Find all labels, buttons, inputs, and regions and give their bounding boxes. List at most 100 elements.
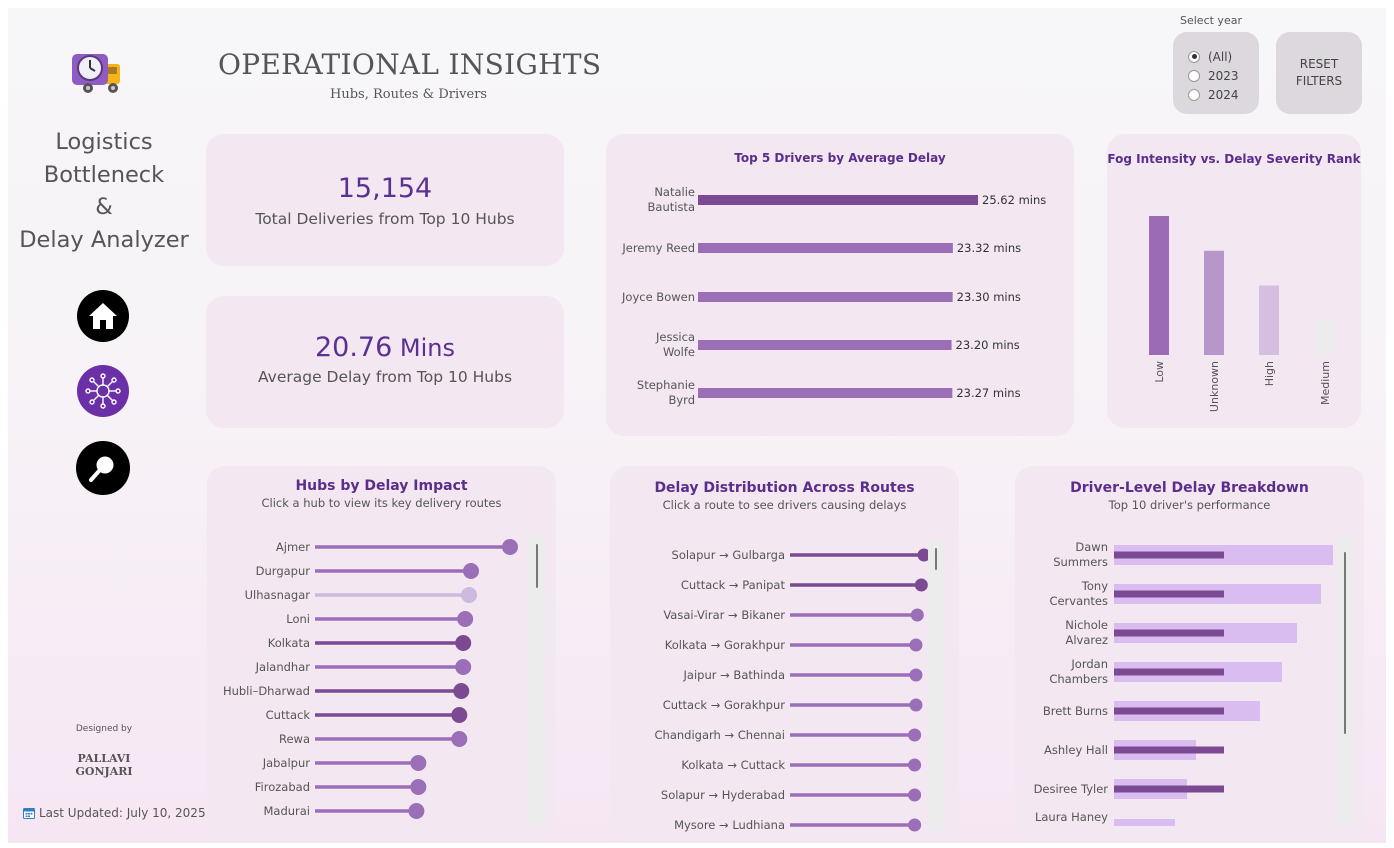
- hub-dot[interactable]: [463, 563, 479, 579]
- driver-value-label: 23.30 mins: [957, 290, 1021, 304]
- route-label[interactable]: Solapur → Gulbarga: [610, 548, 785, 563]
- app-title-line: &: [95, 194, 113, 220]
- driver-label-text: Wolfe: [662, 345, 695, 359]
- driver-breakdown-bar-reference[interactable]: [1114, 707, 1224, 715]
- driver-breakdown-scroll-thumb[interactable]: [1344, 552, 1346, 734]
- year-option-label: 2024: [1208, 87, 1239, 102]
- route-dot[interactable]: [908, 818, 922, 832]
- nav-home-button[interactable]: [77, 290, 129, 342]
- driver-breakdown-bar-total[interactable]: [1114, 819, 1175, 826]
- fog-category-label: Unknown: [1208, 361, 1221, 412]
- driver-breakdown-bar-reference[interactable]: [1114, 785, 1224, 793]
- route-label[interactable]: Kolkata → Gorakhpur: [610, 638, 785, 653]
- hubs-scroll-thumb[interactable]: [536, 544, 538, 588]
- fog-bar[interactable]: [1204, 250, 1224, 355]
- app-title: Logistics Bottleneck & Delay Analyzer: [8, 126, 200, 256]
- hub-dot[interactable]: [451, 731, 468, 747]
- hub-label[interactable]: Cuttack: [207, 708, 310, 723]
- driver-breakdown-bar-reference[interactable]: [1114, 668, 1224, 676]
- route-label[interactable]: Mysore → Ludhiana: [610, 818, 785, 833]
- hub-label[interactable]: Ulhasnagar: [207, 588, 310, 603]
- hub-label-text: Loni: [286, 611, 310, 626]
- top-drivers-title: Top 5 Drivers by Average Delay: [734, 151, 946, 165]
- driver-bar[interactable]: [698, 292, 953, 302]
- route-label[interactable]: Cuttack → Gorakhpur: [610, 698, 785, 713]
- hubs-title: Hubs by Delay Impact: [295, 478, 468, 494]
- driver-value-label: 23.27 mins: [956, 386, 1020, 400]
- hub-dot[interactable]: [408, 803, 425, 819]
- hub-label[interactable]: Rewa: [207, 732, 310, 747]
- year-option-2024[interactable]: 2024: [1188, 85, 1259, 104]
- hub-dot[interactable]: [410, 779, 427, 795]
- route-dot[interactable]: [914, 578, 928, 592]
- hub-label[interactable]: Kolkata: [207, 636, 310, 651]
- nav-search-button[interactable]: [76, 441, 130, 495]
- route-dot[interactable]: [909, 638, 923, 652]
- radio[interactable]: [1188, 88, 1200, 101]
- driver-bar[interactable]: [698, 195, 978, 205]
- year-option-all[interactable]: (All): [1188, 47, 1259, 66]
- routes-scroll-thumb[interactable]: [935, 548, 937, 570]
- hub-label[interactable]: Madurai: [207, 804, 310, 819]
- hub-dot[interactable]: [410, 755, 427, 771]
- hub-dot[interactable]: [502, 539, 518, 555]
- route-dot[interactable]: [917, 548, 931, 562]
- routes-card: Delay Distribution Across Routes Click a…: [610, 466, 959, 843]
- hubs-scrollbar[interactable]: [529, 536, 545, 826]
- fog-bar[interactable]: [1315, 320, 1335, 355]
- driver-breakdown-scrollbar[interactable]: [1337, 536, 1353, 826]
- route-label[interactable]: Chandigarh → Chennai: [610, 728, 785, 743]
- fog-bar[interactable]: [1149, 216, 1169, 355]
- network-icon: [85, 373, 121, 409]
- route-label[interactable]: Solapur → Hyderabad: [610, 788, 785, 803]
- route-dot[interactable]: [908, 728, 922, 742]
- radio[interactable]: [1188, 69, 1200, 82]
- year-option-label: (All): [1208, 49, 1233, 64]
- route-label[interactable]: Vasai-Virar → Bikaner: [610, 608, 785, 623]
- routes-scrollbar[interactable]: [928, 540, 944, 830]
- hubs-chart: [315, 539, 518, 819]
- hub-label[interactable]: Ajmer: [207, 540, 310, 555]
- route-dot[interactable]: [908, 758, 922, 772]
- hub-label[interactable]: Hubli–Dharwad: [207, 684, 310, 699]
- driver-bar[interactable]: [698, 388, 953, 398]
- hub-label-text: Jalandhar: [255, 659, 310, 674]
- driver-breakdown-bar-reference[interactable]: [1114, 590, 1224, 598]
- hub-label[interactable]: Durgapur: [207, 564, 310, 579]
- driver-breakdown-bar-reference[interactable]: [1114, 551, 1224, 559]
- driver-bar[interactable]: [698, 340, 952, 350]
- driver-breakdown-bar-reference[interactable]: [1114, 629, 1224, 637]
- hub-dot[interactable]: [455, 635, 472, 651]
- routes-chart: [790, 548, 931, 832]
- hub-dot[interactable]: [451, 707, 468, 723]
- radio-selected[interactable]: [1188, 50, 1200, 63]
- route-dot[interactable]: [909, 668, 923, 682]
- search-icon: [89, 456, 114, 482]
- hub-label[interactable]: Firozabad: [207, 780, 310, 795]
- route-label-text: Cuttack → Panipat: [680, 577, 785, 592]
- reset-filters-button[interactable]: RESET FILTERS: [1276, 32, 1362, 114]
- route-dot[interactable]: [908, 788, 922, 802]
- hub-label[interactable]: Loni: [207, 612, 310, 627]
- fog-bar[interactable]: [1259, 285, 1279, 356]
- route-dot[interactable]: [910, 608, 924, 622]
- driver-label: Stephanie Byrd: [606, 378, 695, 408]
- delivery-truck-clock-icon: [72, 50, 132, 100]
- driver-breakdown-label-text: Nichole: [1065, 618, 1108, 632]
- driver-breakdown-subtitle: Top 10 driver's performance: [1108, 498, 1271, 512]
- hub-dot[interactable]: [453, 683, 470, 699]
- hub-label[interactable]: Jabalpur: [207, 756, 310, 771]
- kpi-value-unit: Mins: [392, 334, 455, 362]
- hub-dot[interactable]: [455, 659, 472, 675]
- year-option-2023[interactable]: 2023: [1188, 66, 1259, 85]
- nav-network-button[interactable]: [77, 365, 129, 417]
- hub-dot[interactable]: [461, 587, 478, 603]
- driver-breakdown-bar-reference[interactable]: [1114, 746, 1224, 754]
- hub-dot[interactable]: [457, 611, 474, 627]
- hub-label[interactable]: Jalandhar: [207, 660, 310, 675]
- route-label[interactable]: Kolkata → Cuttack: [610, 758, 785, 773]
- route-dot[interactable]: [909, 698, 923, 712]
- driver-bar[interactable]: [698, 243, 953, 253]
- route-label[interactable]: Jaipur → Bathinda: [610, 668, 785, 683]
- route-label[interactable]: Cuttack → Panipat: [610, 578, 785, 593]
